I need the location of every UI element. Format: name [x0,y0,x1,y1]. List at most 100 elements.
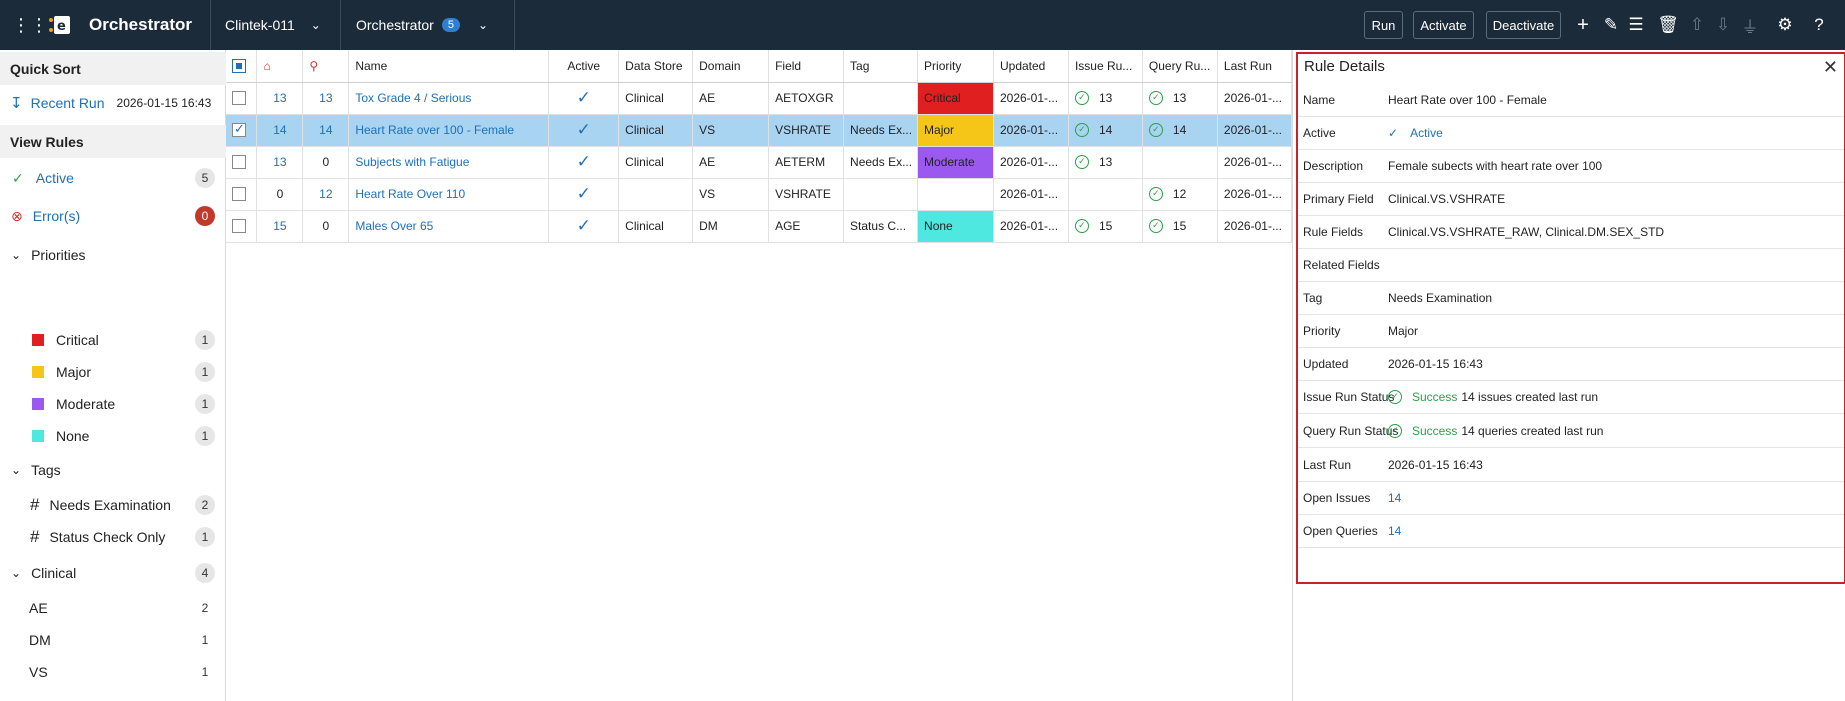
sidebar: Quick Sort ↧ Recent Run 2026-01-15 16:43… [0,50,226,701]
table-row[interactable]: 0 12 Heart Rate Over 110 ✓ VS VSHRATE 2026-01-… [226,178,1293,211]
check-icon: ✓ [1388,126,1399,140]
table-row[interactable]: 14 14 Heart Rate over 100 - Female ✓ Clinica… [226,114,1293,147]
col-field-header[interactable]: Field [768,50,845,83]
last-run-cell-text: 2026-01-... [1223,219,1282,233]
rule-name-link[interactable]: Males Over 65 [355,219,434,233]
arrow-down-icon[interactable]: ⇩ [1715,15,1731,34]
row-checkbox[interactable] [226,82,258,115]
col-name-header[interactable]: Name [348,50,550,83]
success-icon: ✓ [1388,390,1402,404]
clinical-group[interactable]: ⌄ Clinical 4 [0,559,226,587]
issues-count[interactable]: 15 [256,210,304,243]
updated-cell-text: 2026-01-... [999,123,1059,137]
datastore-cell-text: Clinical [625,91,664,105]
col-issue-run-header[interactable]: Issue Ru... [1068,50,1143,83]
active-cell: ✓ [548,210,620,243]
open-queries-link[interactable]: 14 [1388,524,1402,538]
rule-name[interactable]: Heart Rate over 100 - Female [348,114,550,147]
queries-count[interactable]: 14 [302,114,350,147]
rule-name[interactable]: Tox Grade 4 / Serious [348,82,550,115]
col-queries-header[interactable]: ⚲ [302,50,350,83]
filter-errors[interactable]: ⊗ Error(s) 0 [0,202,226,230]
priorities-group[interactable]: ⌄ Priorities [0,241,226,269]
col-datastore-header[interactable]: Data Store [618,50,694,83]
rule-name[interactable]: Males Over 65 [348,210,550,243]
recent-run-sort[interactable]: ↧ Recent Run 2026-01-15 16:43 [0,89,226,117]
col-issues-header[interactable]: ⌂ [256,50,304,83]
rule-details-panel: Rule Details ✕ Name Heart Rate over 100 … [1292,50,1845,701]
issues-count[interactable]: 13 [256,146,304,179]
help-icon[interactable]: ? [1814,15,1824,34]
issues-count[interactable]: 14 [256,114,304,147]
arrow-up-icon[interactable]: ⇧ [1689,15,1705,34]
rule-name-link[interactable]: Heart Rate Over 110 [355,187,466,201]
priority-none[interactable]: None 1 [0,422,226,450]
tag-status-check-only[interactable]: # Status Check Only 1 [0,523,226,551]
rule-name-link[interactable]: Heart Rate over 100 - Female [355,123,515,137]
select-all-checkbox[interactable] [226,50,258,83]
filter-clear-icon[interactable]: ⏚ [1741,17,1759,37]
activate-button[interactable]: Activate [1413,11,1474,39]
col-priority-header[interactable]: Priority [917,50,994,83]
tags-group[interactable]: ⌄ Tags [0,456,226,484]
module-selector[interactable]: Orchestrator 5 ⌄ [356,0,488,50]
add-icon[interactable]: + [1577,13,1589,36]
trash-icon[interactable]: 🗑 [1657,15,1679,34]
col-updated-header[interactable]: Updated [993,50,1069,83]
rule-name-link[interactable]: Tox Grade 4 / Serious [355,91,472,105]
check-icon: ✓ [576,88,591,107]
col-query-run-header[interactable]: Query Ru... [1142,50,1218,83]
recent-run-label: Recent Run [30,95,105,111]
issue-run-cell-text: 13 [1098,90,1113,105]
run-button[interactable]: Run [1364,11,1403,39]
priority-moderate[interactable]: Moderate 1 [0,390,226,418]
priority-major[interactable]: Major 1 [0,358,226,386]
table-row[interactable]: 15 0 Males Over 65 ✓ Clinical DM AGE Status C..… [226,210,1293,243]
row-checkbox[interactable] [226,146,258,179]
domain-vs[interactable]: VS 1 [0,658,226,686]
row-checkbox[interactable] [226,210,258,243]
issues-count[interactable]: 0 [256,178,304,211]
deactivate-button[interactable]: Deactivate [1486,11,1561,39]
filter-active[interactable]: ✓ Active 5 [0,164,226,192]
domain-label: AE [29,600,48,616]
check-icon: ✓ [576,184,591,203]
list-icon[interactable]: ☰ [1628,15,1644,34]
rule-name[interactable]: Heart Rate Over 110 [348,178,550,211]
col-active-header[interactable]: Active [548,50,620,83]
col-domain-header[interactable]: Domain [692,50,770,83]
domain-label: VS [29,664,48,680]
success-icon: ✓ [1074,123,1089,138]
queries-count[interactable]: 12 [302,178,350,211]
queries-count[interactable]: 0 [302,210,350,243]
query-run-text: 14 queries created last run [1461,424,1604,438]
row-checkbox[interactable] [226,114,258,147]
col-tag-header[interactable]: Tag [843,50,919,83]
table-row[interactable]: 13 0 Subjects with Fatigue ✓ Clinical AE AETER… [226,146,1293,179]
rule-name[interactable]: Subjects with Fatigue [348,146,550,179]
edit-icon[interactable]: ✎ [1603,15,1619,34]
priority-critical[interactable]: Critical 1 [0,326,226,354]
queries-count[interactable]: 0 [302,146,350,179]
datastore-cell: Clinical [618,114,694,147]
domain-ae[interactable]: AE 2 [0,594,226,622]
domain-dm[interactable]: DM 1 [0,626,226,654]
priority-cell-text: Moderate [924,155,975,169]
queries-count[interactable]: 13 [302,82,350,115]
gear-icon[interactable]: ⚙ [1777,15,1793,34]
detail-value: Major [1388,324,1419,338]
col-last-run-header[interactable]: Last Run [1217,50,1293,83]
workspace-selector[interactable]: Clintek-011 ⌄ [225,0,321,50]
tag-cell-text: Status C... [850,219,907,233]
updated-cell-text: 2026-01-... [999,91,1059,105]
table-row[interactable]: 13 13 Tox Grade 4 / Serious ✓ Clinical AE AETO… [226,82,1293,115]
close-icon[interactable]: ✕ [1822,57,1838,77]
recent-run-time: 2026-01-15 16:43 [116,96,212,110]
rule-name-link[interactable]: Subjects with Fatigue [355,155,470,169]
row-checkbox[interactable] [226,178,258,211]
issues-count[interactable]: 13 [256,82,304,115]
issues-count-text: 13 [273,91,287,105]
tag-needs-examination[interactable]: # Needs Examination 2 [0,491,226,519]
detail-value: ✓ Active [1388,126,1443,140]
open-issues-link[interactable]: 14 [1388,491,1402,505]
